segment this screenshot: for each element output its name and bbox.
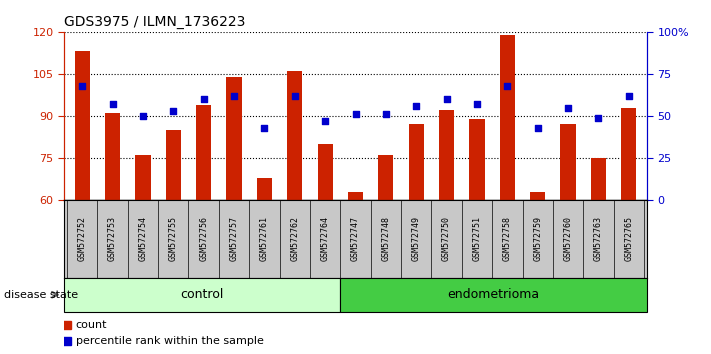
Bar	[378, 155, 393, 200]
Bar	[64, 278, 340, 312]
Point	[350, 112, 361, 117]
Text: control: control	[181, 288, 224, 301]
Point	[410, 103, 422, 109]
Text: GSM572750: GSM572750	[442, 216, 451, 262]
Text: GSM572764: GSM572764	[321, 216, 330, 262]
Point	[198, 96, 209, 102]
Point	[441, 96, 452, 102]
Text: GSM572759: GSM572759	[533, 216, 542, 262]
Text: GSM572747: GSM572747	[351, 216, 360, 262]
Point	[502, 83, 513, 88]
Text: GSM572753: GSM572753	[108, 216, 117, 262]
Text: GSM572748: GSM572748	[381, 216, 390, 262]
Text: GSM572760: GSM572760	[564, 216, 572, 262]
Bar	[226, 77, 242, 200]
Text: count: count	[75, 320, 107, 330]
Point	[228, 93, 240, 98]
Point	[77, 83, 88, 88]
Bar	[257, 178, 272, 200]
Point	[168, 108, 179, 114]
Bar	[340, 278, 647, 312]
Text: GSM572751: GSM572751	[473, 216, 481, 262]
Bar	[530, 192, 545, 200]
Bar	[196, 105, 211, 200]
Bar	[166, 130, 181, 200]
Bar	[135, 155, 151, 200]
Point	[137, 113, 149, 119]
Bar	[409, 124, 424, 200]
Text: GSM572757: GSM572757	[230, 216, 238, 262]
Text: GSM572754: GSM572754	[139, 216, 147, 262]
Bar	[318, 144, 333, 200]
Point	[532, 125, 543, 131]
Point	[289, 93, 301, 98]
Text: GSM572763: GSM572763	[594, 216, 603, 262]
Point	[562, 105, 574, 110]
Text: disease state: disease state	[4, 290, 77, 300]
Text: GSM572755: GSM572755	[169, 216, 178, 262]
Bar	[469, 119, 485, 200]
Text: GSM572765: GSM572765	[624, 216, 634, 262]
Point	[259, 125, 270, 131]
Bar	[591, 158, 606, 200]
Point	[107, 101, 118, 107]
Bar	[105, 113, 120, 200]
Bar	[348, 192, 363, 200]
Bar	[621, 108, 636, 200]
Bar	[439, 110, 454, 200]
Bar	[500, 35, 515, 200]
Text: percentile rank within the sample: percentile rank within the sample	[75, 336, 264, 346]
Point	[593, 115, 604, 120]
Text: endometrioma: endometrioma	[447, 288, 540, 301]
Text: GDS3975 / ILMN_1736223: GDS3975 / ILMN_1736223	[64, 16, 245, 29]
Bar	[287, 71, 302, 200]
Point	[471, 101, 483, 107]
Text: GSM572758: GSM572758	[503, 216, 512, 262]
Text: GSM572762: GSM572762	[290, 216, 299, 262]
Text: GSM572756: GSM572756	[199, 216, 208, 262]
Point	[380, 112, 392, 117]
Point	[319, 118, 331, 124]
Bar	[75, 51, 90, 200]
Text: GSM572752: GSM572752	[77, 216, 87, 262]
Text: GSM572749: GSM572749	[412, 216, 421, 262]
Bar	[560, 124, 576, 200]
Point	[623, 93, 634, 98]
Text: GSM572761: GSM572761	[260, 216, 269, 262]
